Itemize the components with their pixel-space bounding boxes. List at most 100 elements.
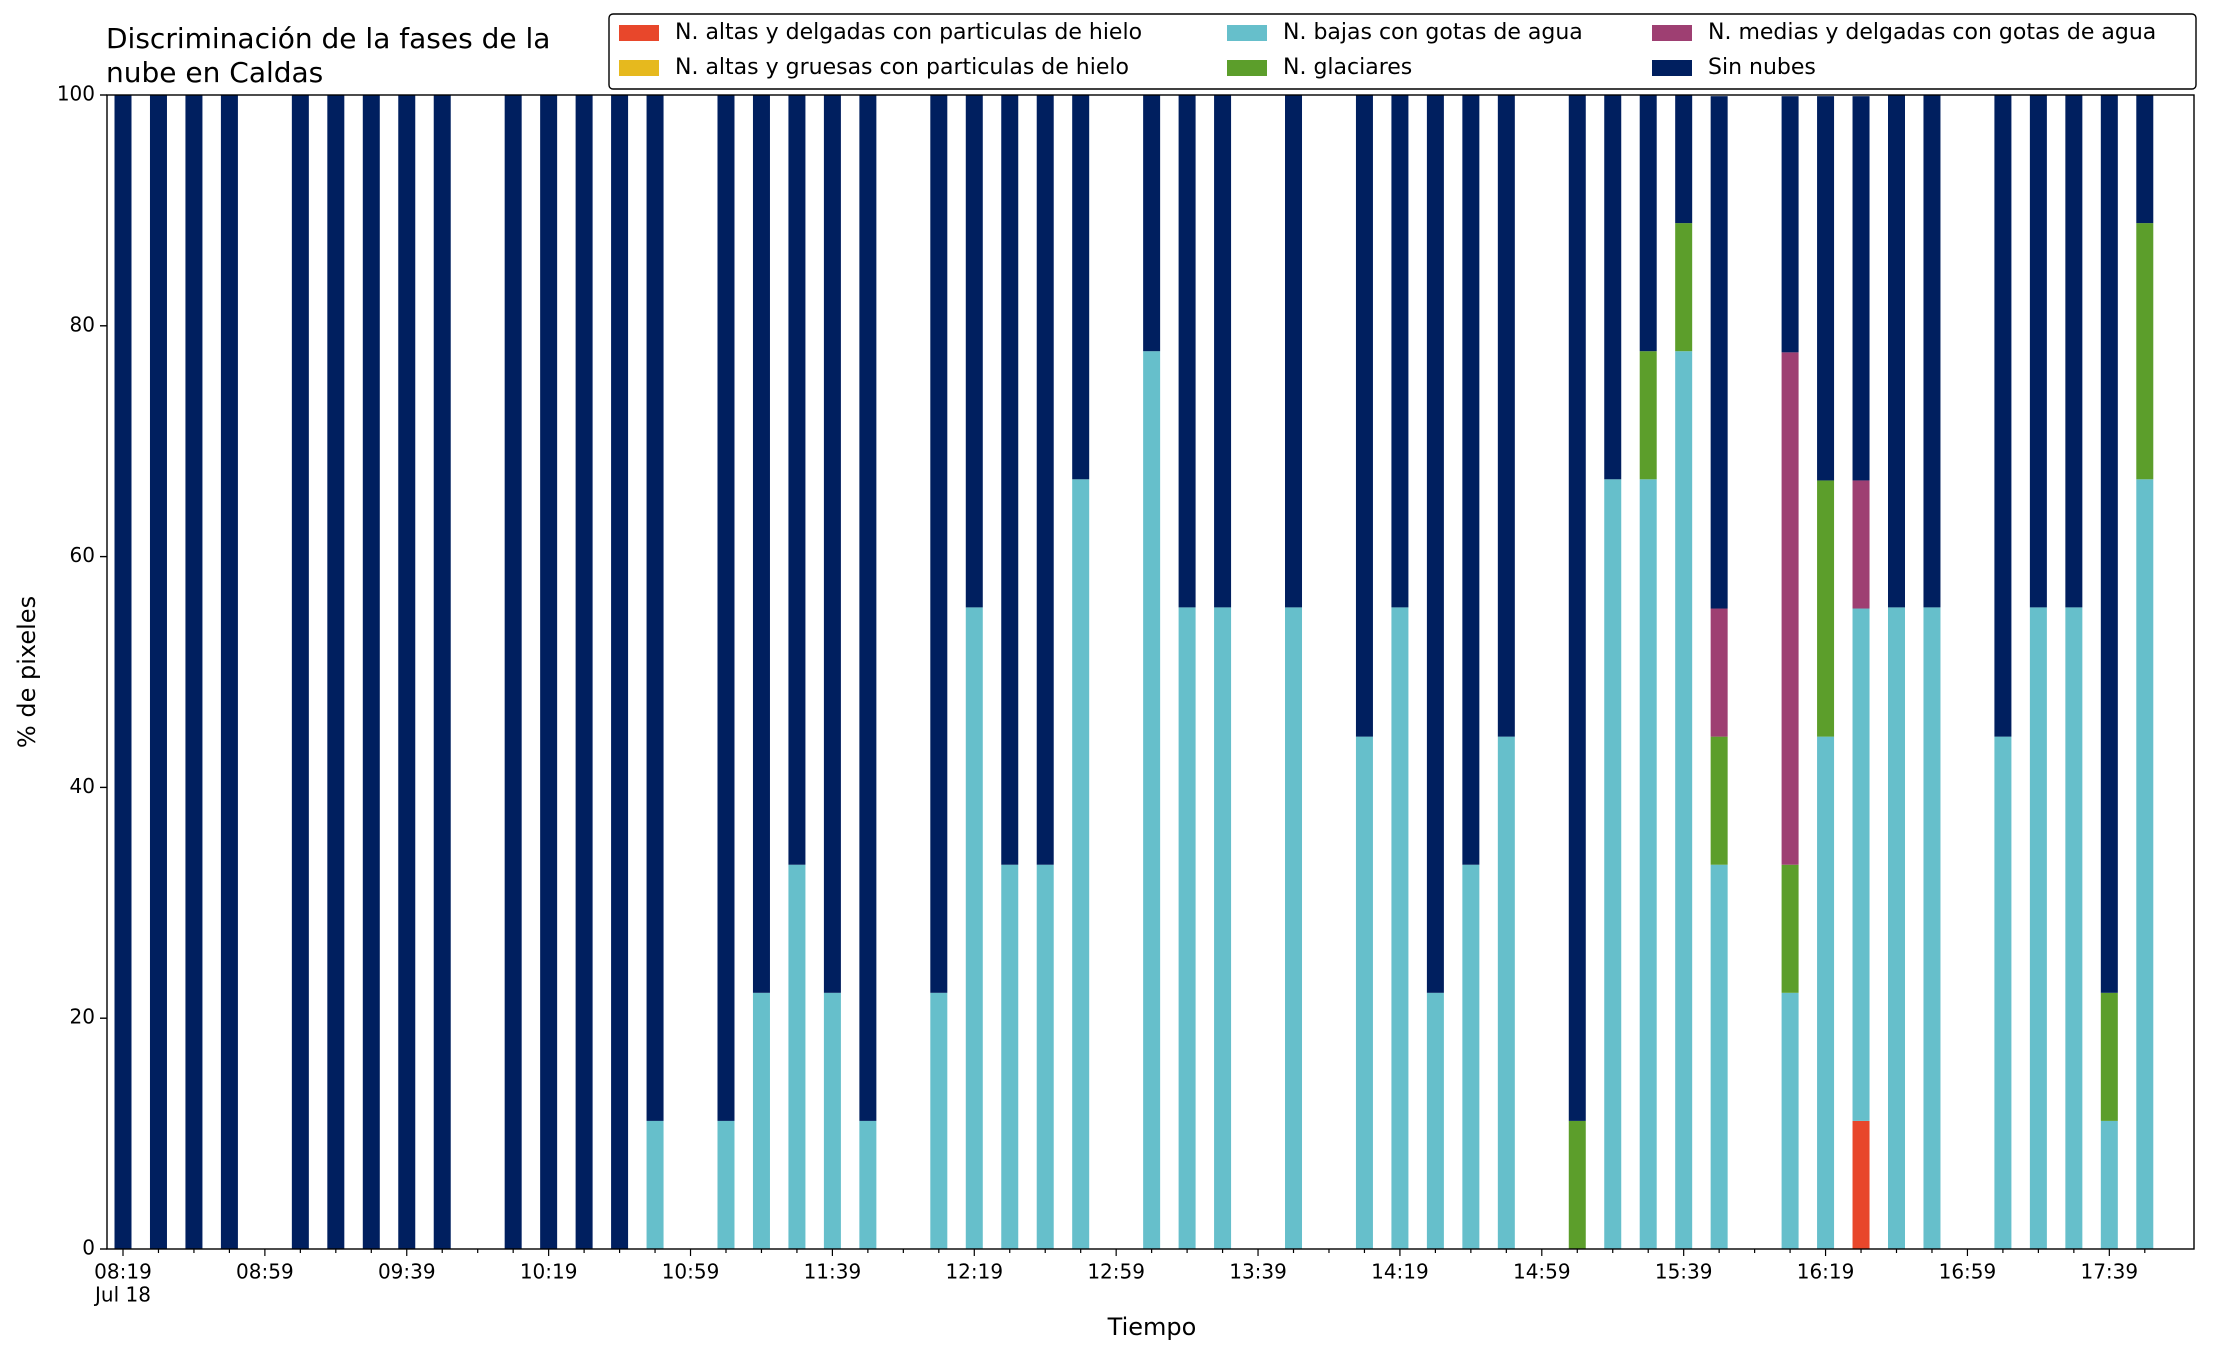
x-tick-label: 08:59 (236, 1260, 294, 1284)
y-tick-label: 40 (70, 774, 95, 798)
legend-label: N. bajas con gotas de agua (1283, 20, 1583, 45)
bar-segment (327, 95, 345, 1249)
bar-segment (1568, 95, 1586, 1121)
bar-segment (362, 95, 380, 1249)
bar-segment (1817, 736, 1835, 1249)
bar-segment (1675, 95, 1693, 224)
bar-segment (965, 607, 983, 1249)
bar-segment (1781, 864, 1799, 993)
bar-segment (149, 95, 167, 1249)
bar-segment (1710, 864, 1728, 1249)
bar-segment (1072, 479, 1090, 1250)
bar-segment (1604, 479, 1622, 1250)
chart-title: nube en Caldas (106, 56, 323, 89)
chart-title: Discriminación de la fases de la (106, 22, 550, 55)
bar-segment (575, 95, 593, 1249)
x-tick-label: 08:19 (94, 1260, 152, 1284)
x-tick-sublabel: Jul 18 (93, 1283, 151, 1307)
bar-segment (2136, 479, 2154, 1250)
bar-segment (433, 95, 451, 1249)
x-tick-label: 16:19 (1797, 1260, 1855, 1284)
bar-segment (752, 992, 770, 1249)
bar-segment (859, 95, 877, 1121)
bar-segment (788, 95, 806, 865)
bar-segment (398, 95, 416, 1249)
bar-segment (1178, 95, 1196, 608)
bar-segment (1036, 95, 1054, 865)
bar-segment (1675, 351, 1693, 1249)
bar-segment (788, 864, 806, 1249)
bar-segment (2100, 95, 2118, 993)
legend-label: N. glaciares (1283, 55, 1412, 80)
legend-swatch (1227, 60, 1267, 76)
bar-segment (1214, 607, 1232, 1249)
bar-segment (1391, 95, 1409, 608)
x-tick-label: 16:59 (1939, 1260, 1997, 1284)
y-tick-label: 0 (82, 1236, 95, 1260)
bar-segment (1497, 95, 1515, 737)
bar-segment (1852, 96, 1870, 481)
x-tick-label: 13:39 (1229, 1260, 1287, 1284)
bar-segment (1781, 992, 1799, 1249)
bar-segment (823, 992, 841, 1249)
bar-segment (504, 95, 522, 1249)
bar-segment (2136, 95, 2154, 224)
bar-segment (1888, 95, 1905, 608)
bar-segment (1923, 95, 1941, 608)
bar-segment (2100, 992, 2118, 1121)
bar-segment (1639, 95, 1657, 352)
bar-segment (1639, 351, 1657, 480)
bar-segment (1781, 352, 1799, 865)
bar-segment (965, 95, 983, 608)
x-tick-label: 12:19 (945, 1260, 1003, 1284)
bar-segment (185, 95, 203, 1249)
bar-segment (2136, 223, 2154, 480)
bar-segment (1604, 95, 1622, 480)
bar-segment (1923, 607, 1941, 1249)
bar-segment (1781, 96, 1799, 353)
y-tick-label: 100 (57, 82, 95, 106)
bar-segment (1994, 95, 2012, 737)
bar-segment (1426, 95, 1444, 993)
bar-segment (1710, 608, 1728, 737)
legend-box (608, 13, 2197, 90)
x-tick-label: 17:39 (2080, 1260, 2138, 1284)
bar-segment (1036, 864, 1054, 1249)
bar-segment (1462, 95, 1480, 865)
bar-segment (1001, 864, 1019, 1249)
y-tick-label: 60 (70, 543, 95, 567)
x-tick-label: 10:19 (520, 1260, 578, 1284)
x-tick-label: 14:19 (1371, 1260, 1429, 1284)
bar-segment (717, 1120, 735, 1249)
bar-segment (1710, 736, 1728, 865)
bar-segment (1214, 95, 1232, 608)
plot-frame (106, 94, 2195, 1250)
bar-segment (1639, 479, 1657, 1250)
bar-segment (1355, 95, 1373, 737)
bar-segment (2029, 607, 2047, 1249)
bar-segment (1675, 223, 1693, 352)
bar-segment (611, 95, 629, 1249)
bar-segment (1143, 351, 1161, 1249)
bar-segment (1178, 607, 1196, 1249)
legend-label: N. altas y delgadas con particulas de hi… (675, 20, 1142, 45)
legend-label: Sin nubes (1708, 55, 1816, 80)
bar-segment (1817, 96, 1835, 481)
bar-segment (540, 95, 558, 1249)
bar-segment (930, 95, 948, 993)
bar-segment (1072, 95, 1090, 480)
bar-segment (752, 95, 770, 993)
y-tick-label: 20 (70, 1005, 95, 1029)
x-tick-label: 14:59 (1513, 1260, 1571, 1284)
bar-segment (2029, 95, 2047, 608)
bar-segment (1994, 736, 2012, 1249)
bar-segment (1710, 96, 1728, 609)
bar-segment (1817, 480, 1835, 737)
legend-swatch (1652, 25, 1692, 41)
bar-segment (114, 95, 132, 1249)
legend-swatch (619, 25, 659, 41)
bar-segment (1285, 95, 1303, 608)
bar-segment (291, 95, 309, 1249)
y-tick-label: 80 (70, 312, 95, 336)
bar-segment (1568, 1120, 1586, 1249)
